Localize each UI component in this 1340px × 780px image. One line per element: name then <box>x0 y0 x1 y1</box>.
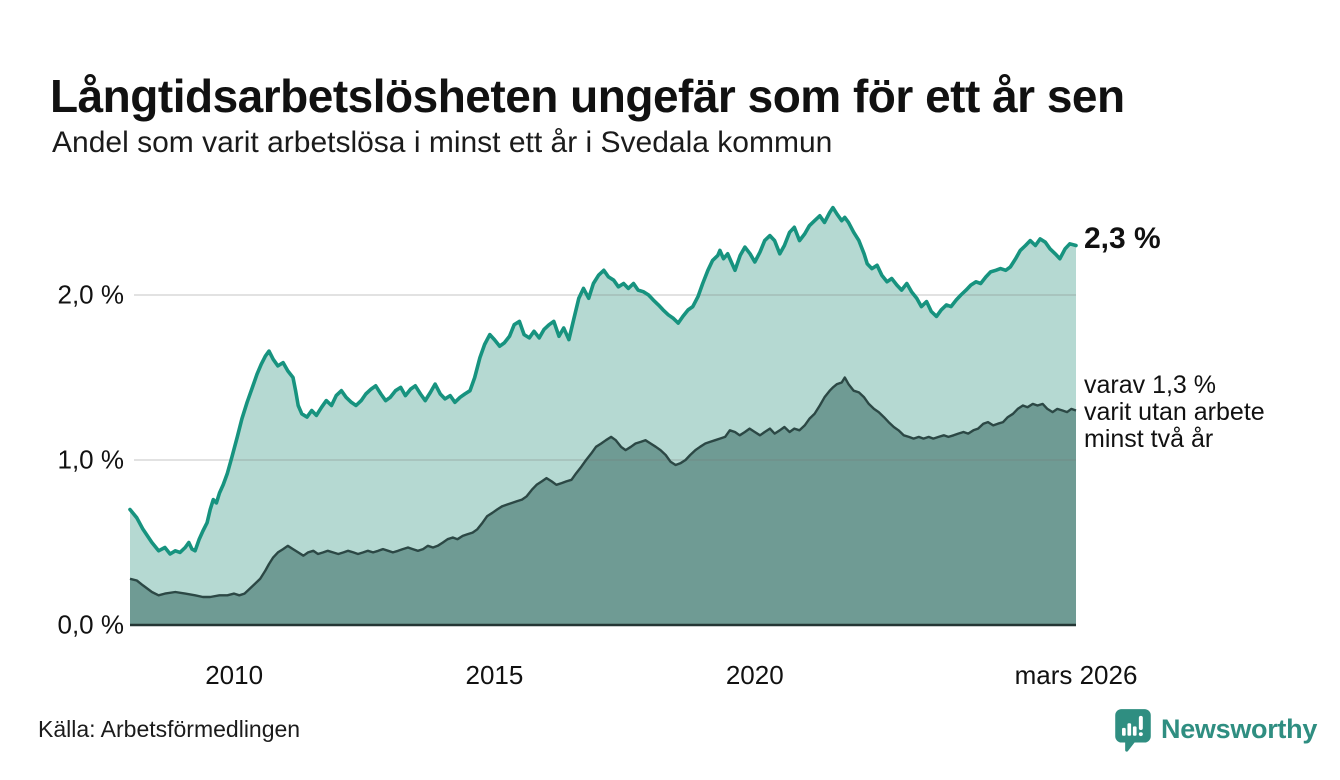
secondary-value-annotation: varav 1,3 % varit utan arbete minst två … <box>1084 372 1265 453</box>
line-one-year <box>128 205 1078 556</box>
area-two-year <box>130 377 1076 625</box>
newsworthy-wordmark: Newsworthy <box>1161 714 1318 744</box>
secondary-annotation-line-2: varit utan arbete <box>1084 398 1265 426</box>
chart-subtitle: Andel som varit arbetslösa i minst ett å… <box>52 126 833 159</box>
secondary-annotation-line-3: minst två år <box>1084 425 1214 453</box>
line-two-year <box>129 376 1077 599</box>
secondary-annotation-line-1: varav 1,3 % <box>1084 371 1217 399</box>
page-title: Långtidsarbetslösheten ungefär som för e… <box>50 69 1125 122</box>
source-attribution: Källa: Arbetsförmedlingen <box>38 716 301 742</box>
newsworthy-logo: Newsworthy <box>1113 707 1317 753</box>
latest-value-annotation: 2,3 % <box>1084 222 1161 255</box>
newsworthy-bubble-icon <box>1115 709 1151 752</box>
